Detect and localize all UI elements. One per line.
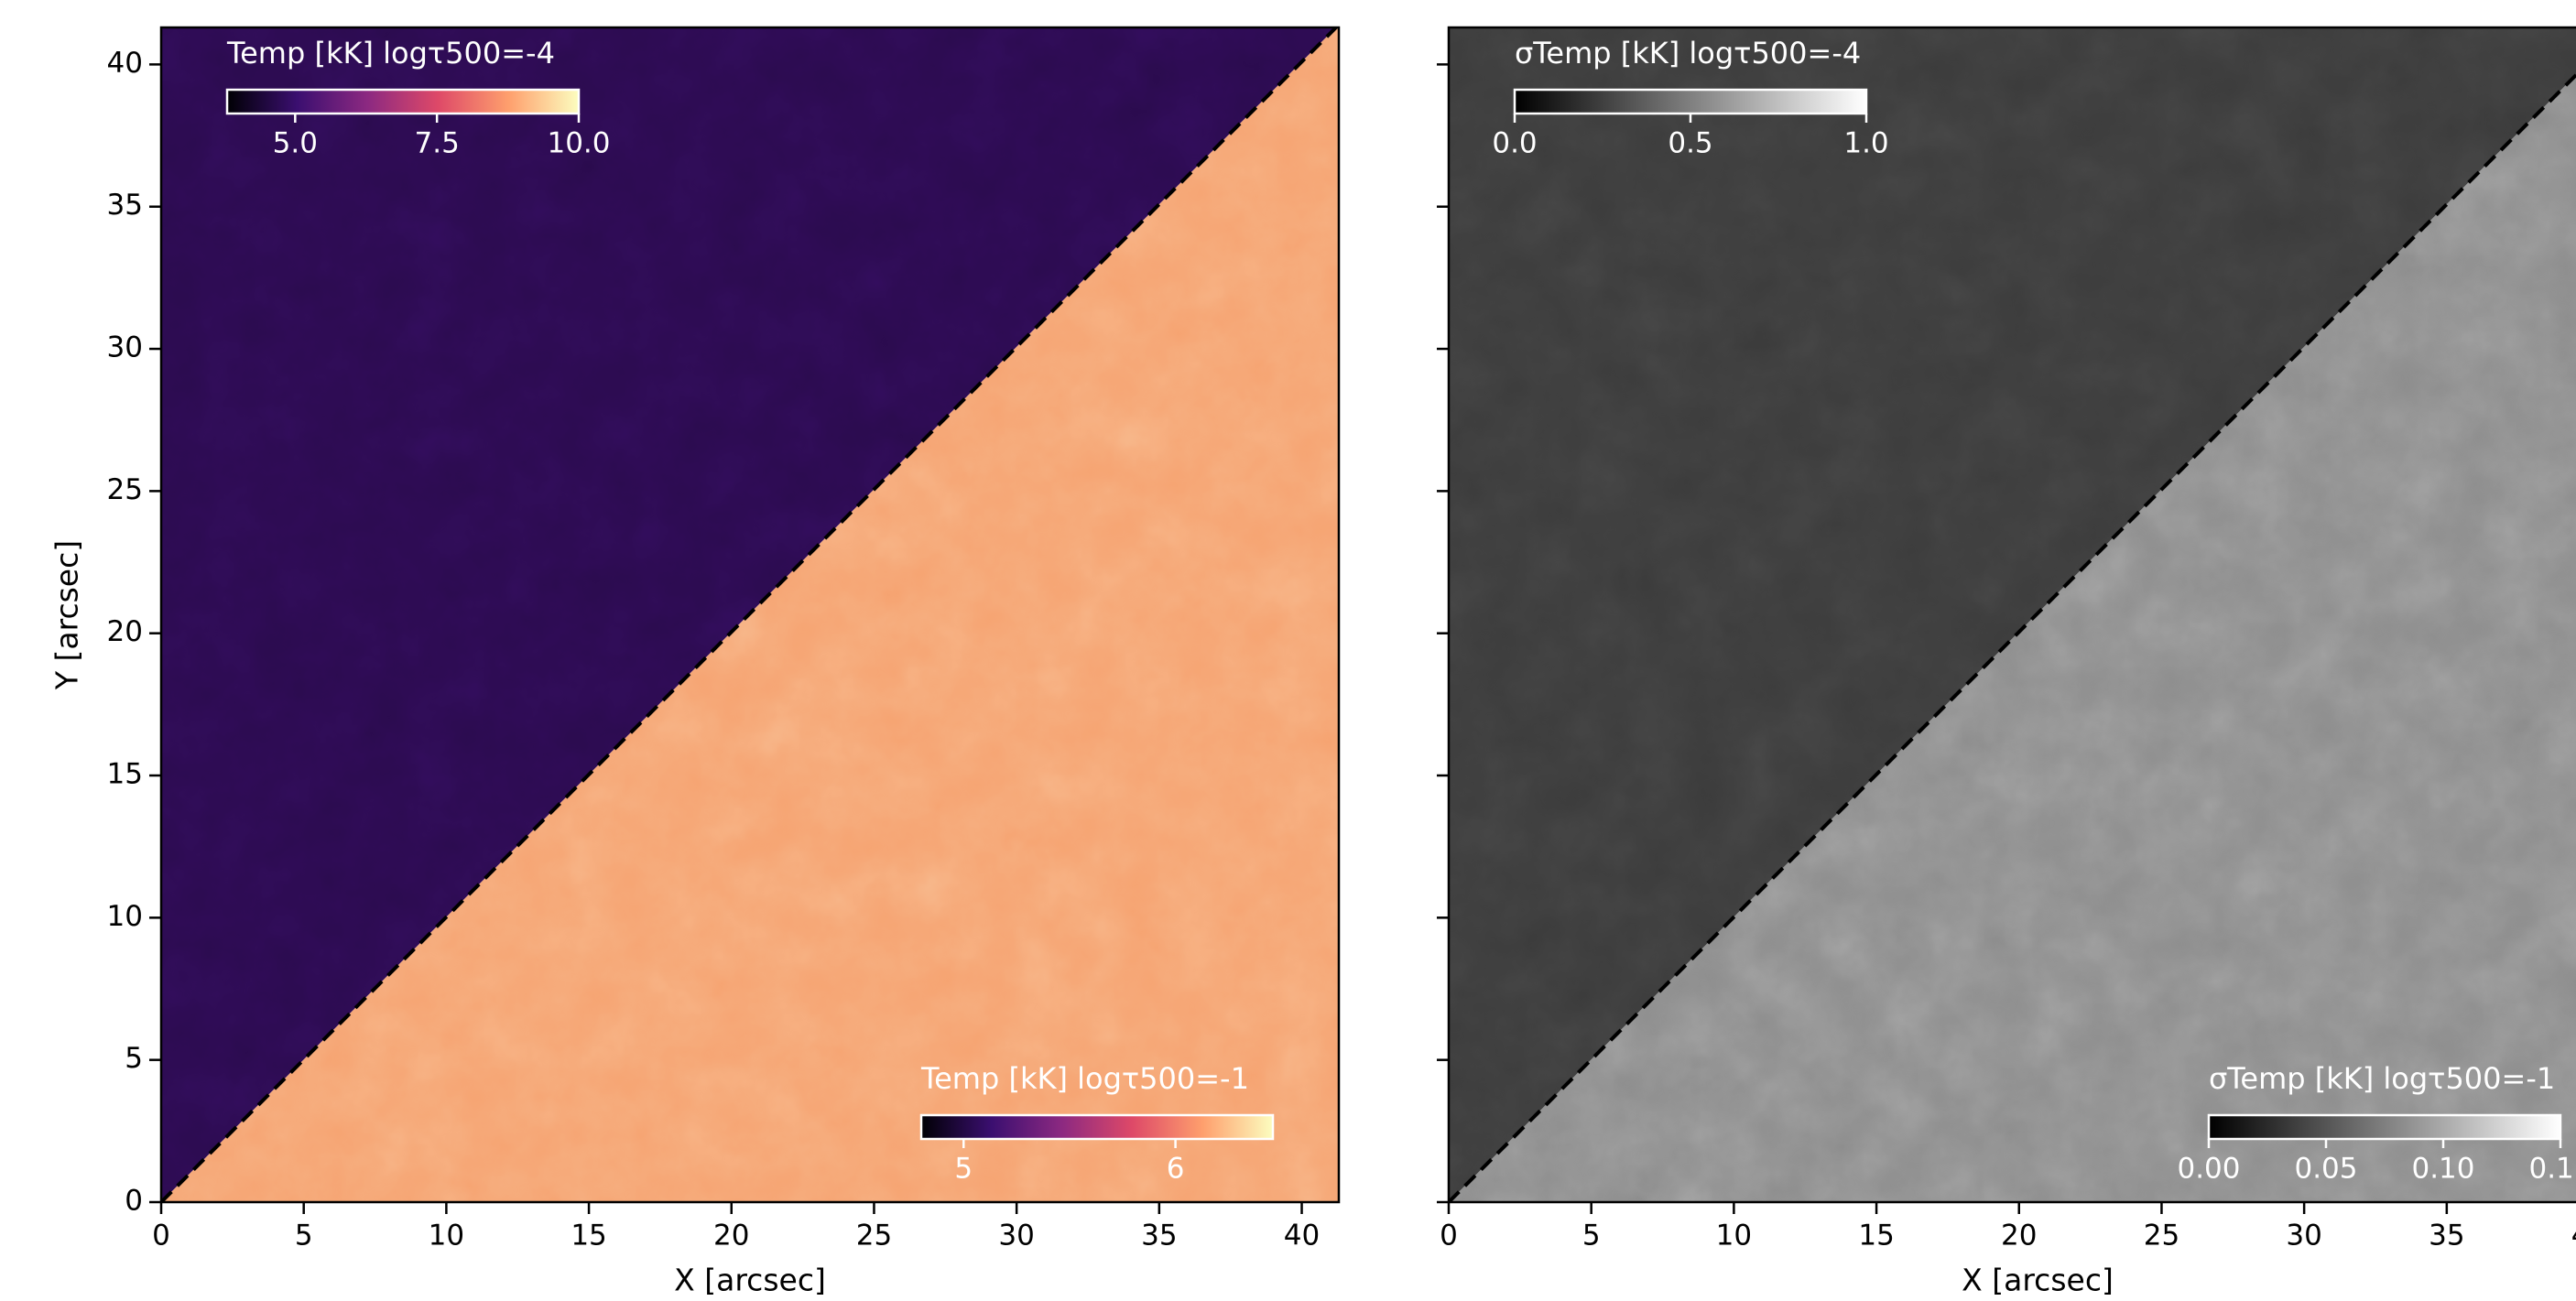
- y-axis-label: Y [arcsec]: [49, 540, 85, 690]
- x-tick-label: 5: [295, 1220, 313, 1252]
- colorbar-tick-label: 1.0: [1843, 127, 1888, 160]
- colorbar-tick-label: 0.0: [1492, 127, 1537, 160]
- colorbar: [2209, 1115, 2560, 1139]
- x-tick-label: 40: [2571, 1220, 2576, 1252]
- colorbar: [1515, 90, 1866, 114]
- x-tick-label: 30: [2286, 1220, 2321, 1252]
- colorbar-tick-label: 0.00: [2177, 1153, 2240, 1186]
- colorbar-tick-label: 0.5: [1668, 127, 1712, 160]
- y-tick-label: 35: [107, 189, 143, 222]
- page: {"chart_data": [ {"type": "image", "colo…: [0, 0, 2576, 1301]
- x-tick-label: 30: [998, 1220, 1034, 1252]
- x-tick-label: 10: [1716, 1220, 1752, 1252]
- x-tick-label: 25: [2144, 1220, 2179, 1252]
- colorbar-tick-label: 5: [954, 1153, 973, 1186]
- x-tick-label: 5: [1582, 1220, 1601, 1252]
- x-tick-label: 35: [1141, 1220, 1177, 1252]
- x-tick-label: 20: [713, 1220, 749, 1252]
- x-tick-label: 40: [1284, 1220, 1320, 1252]
- x-tick-label: 15: [1858, 1220, 1894, 1252]
- colorbar-tick-label: 7.5: [415, 127, 460, 160]
- y-tick-label: 20: [107, 615, 143, 648]
- colorbar-label: Temp [kK] logτ500=-1: [920, 1061, 1249, 1096]
- x-axis-label: X [arcsec]: [1962, 1263, 2114, 1298]
- panel: 0 5 10 15 20 25 30 35 40 X [arcsec] σTemp [kK] log…: [1437, 0, 2576, 1298]
- x-tick-label: 25: [856, 1220, 892, 1252]
- y-tick-label: 30: [107, 331, 143, 364]
- image: [1449, 0, 2576, 1202]
- colorbar-tick-label: 0.10: [2411, 1153, 2474, 1186]
- colorbar: [227, 90, 579, 114]
- colorbar-tick-label: 0.15: [2528, 1153, 2576, 1186]
- x-tick-label: 15: [571, 1220, 606, 1252]
- colorbar-label: σTemp [kK] logτ500=-4: [1515, 36, 1861, 70]
- colorbar-label: Temp [kK] logτ500=-4: [226, 36, 555, 70]
- x-tick-label: 0: [1440, 1220, 1458, 1252]
- y-tick-label: 25: [107, 473, 143, 506]
- x-tick-label: 0: [152, 1220, 170, 1252]
- colorbar-label: σTemp [kK] logτ500=-1: [2209, 1061, 2555, 1096]
- colorbar: [921, 1115, 1273, 1139]
- texture: [1449, 27, 2576, 1202]
- y-tick-label: 5: [125, 1042, 143, 1075]
- figure: 0 5 10 15 20 25 30 35 40 0 5 10 15 20 25 30 35 40 X [arcse…: [0, 0, 2576, 1301]
- image: [161, 0, 1385, 1202]
- x-axis-label: X [arcsec]: [674, 1263, 826, 1298]
- y-tick-label: 15: [107, 758, 143, 791]
- x-tick-label: 10: [429, 1220, 464, 1252]
- colorbar-tick-label: 10.0: [547, 127, 610, 160]
- y-tick-label: 0: [125, 1185, 143, 1218]
- y-tick-label: 40: [107, 47, 143, 80]
- y-tick-label: 10: [107, 900, 143, 933]
- x-tick-label: 20: [2001, 1220, 2037, 1252]
- colorbar-tick-label: 6: [1167, 1153, 1185, 1186]
- x-tick-label: 35: [2429, 1220, 2464, 1252]
- panel: 0 5 10 15 20 25 30 35 40 0 5 10 15 20 25 30 35 40 X [arcse…: [49, 0, 1386, 1298]
- colorbar-tick-label: 5.0: [273, 127, 318, 160]
- colorbar-tick-label: 0.05: [2294, 1153, 2357, 1186]
